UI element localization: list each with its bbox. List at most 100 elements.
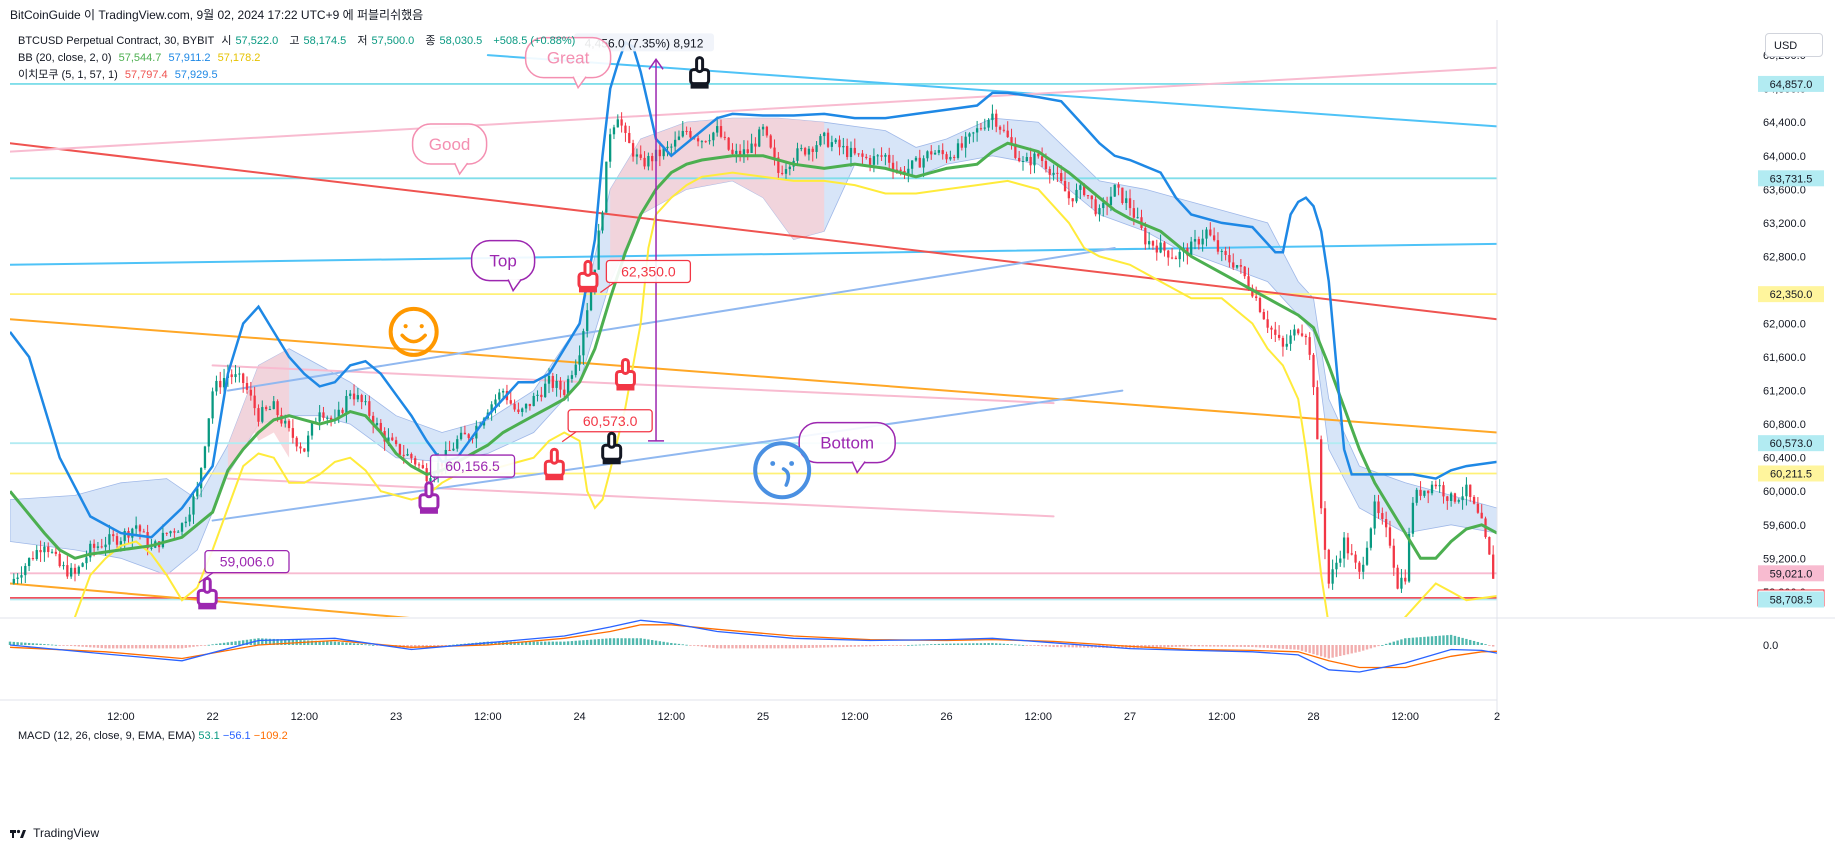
candle [953, 154, 956, 161]
candle [131, 527, 134, 548]
price-badge [1758, 591, 1824, 608]
macd-histogram-bar [245, 639, 249, 645]
candle-body [1465, 484, 1468, 497]
candle [578, 345, 581, 371]
candle-body [245, 383, 249, 390]
candle [1411, 497, 1415, 537]
macd-histogram-bar [1300, 645, 1304, 651]
candle [96, 541, 100, 551]
candle-body [796, 148, 799, 161]
candle [1147, 232, 1151, 250]
candle-body [1174, 257, 1178, 260]
macd-histogram-bar [1480, 642, 1483, 645]
macd-histogram-bar [865, 645, 868, 647]
macd-histogram-bar [708, 645, 711, 648]
candle-body [199, 467, 203, 489]
candle [268, 405, 272, 411]
candle-body [681, 130, 684, 137]
candle [1232, 253, 1235, 271]
trend-line-0 [10, 242, 1497, 266]
macd-histogram-bar [452, 644, 455, 646]
candle-body [723, 136, 726, 138]
candle-body [849, 147, 853, 157]
candle-body [16, 577, 19, 579]
candle-body [89, 543, 92, 558]
macd-histogram-bar [1373, 645, 1376, 648]
macd-histogram-bar [968, 643, 971, 645]
candle-body [983, 127, 986, 129]
macd-histogram-bar [746, 645, 749, 649]
macd-histogram-bar [658, 641, 662, 645]
candle-body [398, 444, 402, 455]
macd-histogram-bar [310, 640, 314, 645]
macd-histogram-bar [20, 642, 23, 645]
macd-histogram-bar [1362, 645, 1365, 651]
candle-body [620, 119, 623, 126]
candle [142, 528, 145, 533]
candle [1442, 481, 1445, 504]
currency-selector[interactable]: USD [1765, 33, 1823, 57]
macd-histogram-bar [1243, 645, 1246, 647]
time-tick-label: 12:00 [1208, 711, 1236, 723]
candle [1094, 192, 1097, 217]
bb-lower-line [73, 171, 1497, 617]
candle-body [490, 404, 493, 413]
trend-line-8 [211, 389, 1124, 522]
macd-histogram-bar [868, 645, 872, 647]
macd-histogram-bar [1407, 637, 1411, 645]
candle-body [372, 415, 375, 425]
candle [677, 130, 681, 141]
candle-body [914, 157, 918, 161]
macd-histogram-bar [1423, 636, 1426, 645]
candle-body [1178, 251, 1181, 260]
footer-brand[interactable]: TradingView [10, 826, 99, 840]
candle [937, 145, 941, 156]
candle [616, 114, 619, 128]
macd-histogram-bar [597, 639, 600, 645]
candle-body [196, 488, 199, 497]
macd-legend[interactable]: MACD (12, 26, close, 9, EMA, EMA) 53.1 −… [18, 730, 288, 742]
ichimoku-legend-row[interactable]: 이치모쿠 (5, 1, 57, 1) 57,797.4 57,929.5 [18, 67, 579, 84]
macd-pane [8, 619, 1498, 673]
candle [597, 223, 600, 270]
candle [1243, 265, 1246, 279]
price-badge [1758, 465, 1824, 482]
macd-histogram-bar [765, 645, 769, 649]
macd-histogram-bar [1155, 645, 1158, 648]
bb-legend-row[interactable]: BB (20, close, 2, 0) 57,544.7 57,911.2 5… [18, 50, 579, 67]
candle-body [639, 154, 642, 158]
candle [1476, 497, 1480, 514]
candle [570, 370, 574, 383]
candle [219, 371, 222, 394]
candle-body [631, 143, 635, 157]
candle-body [1163, 242, 1166, 251]
candle [1274, 321, 1277, 342]
candle [1396, 564, 1399, 590]
macd-histogram-bar [719, 645, 723, 649]
macd-histogram-bar [1220, 645, 1223, 647]
candle [177, 530, 180, 533]
candle [100, 538, 103, 549]
macd-histogram-bar [425, 645, 428, 648]
candle [983, 118, 986, 131]
candle-body [1255, 296, 1258, 299]
macd-histogram-bar [211, 644, 214, 646]
candle-body [811, 148, 814, 152]
candle-body [651, 155, 654, 162]
macd-histogram-bar [780, 645, 784, 649]
candle [933, 149, 937, 155]
macd-histogram-bar [1086, 645, 1090, 648]
macd-histogram-bar [521, 641, 524, 645]
price-badge [1758, 286, 1824, 303]
candle [819, 133, 822, 147]
candle-body [1335, 562, 1338, 570]
candle-body [27, 558, 31, 567]
macd-histogram-bar [43, 644, 46, 645]
annotation-bubble-great: Great [524, 36, 612, 90]
macd-histogram-bar [563, 641, 566, 645]
candle [509, 391, 512, 405]
candle-body [589, 287, 593, 311]
candle [1362, 556, 1365, 580]
bb-label: BB (20, close, 2, 0) [18, 52, 112, 64]
